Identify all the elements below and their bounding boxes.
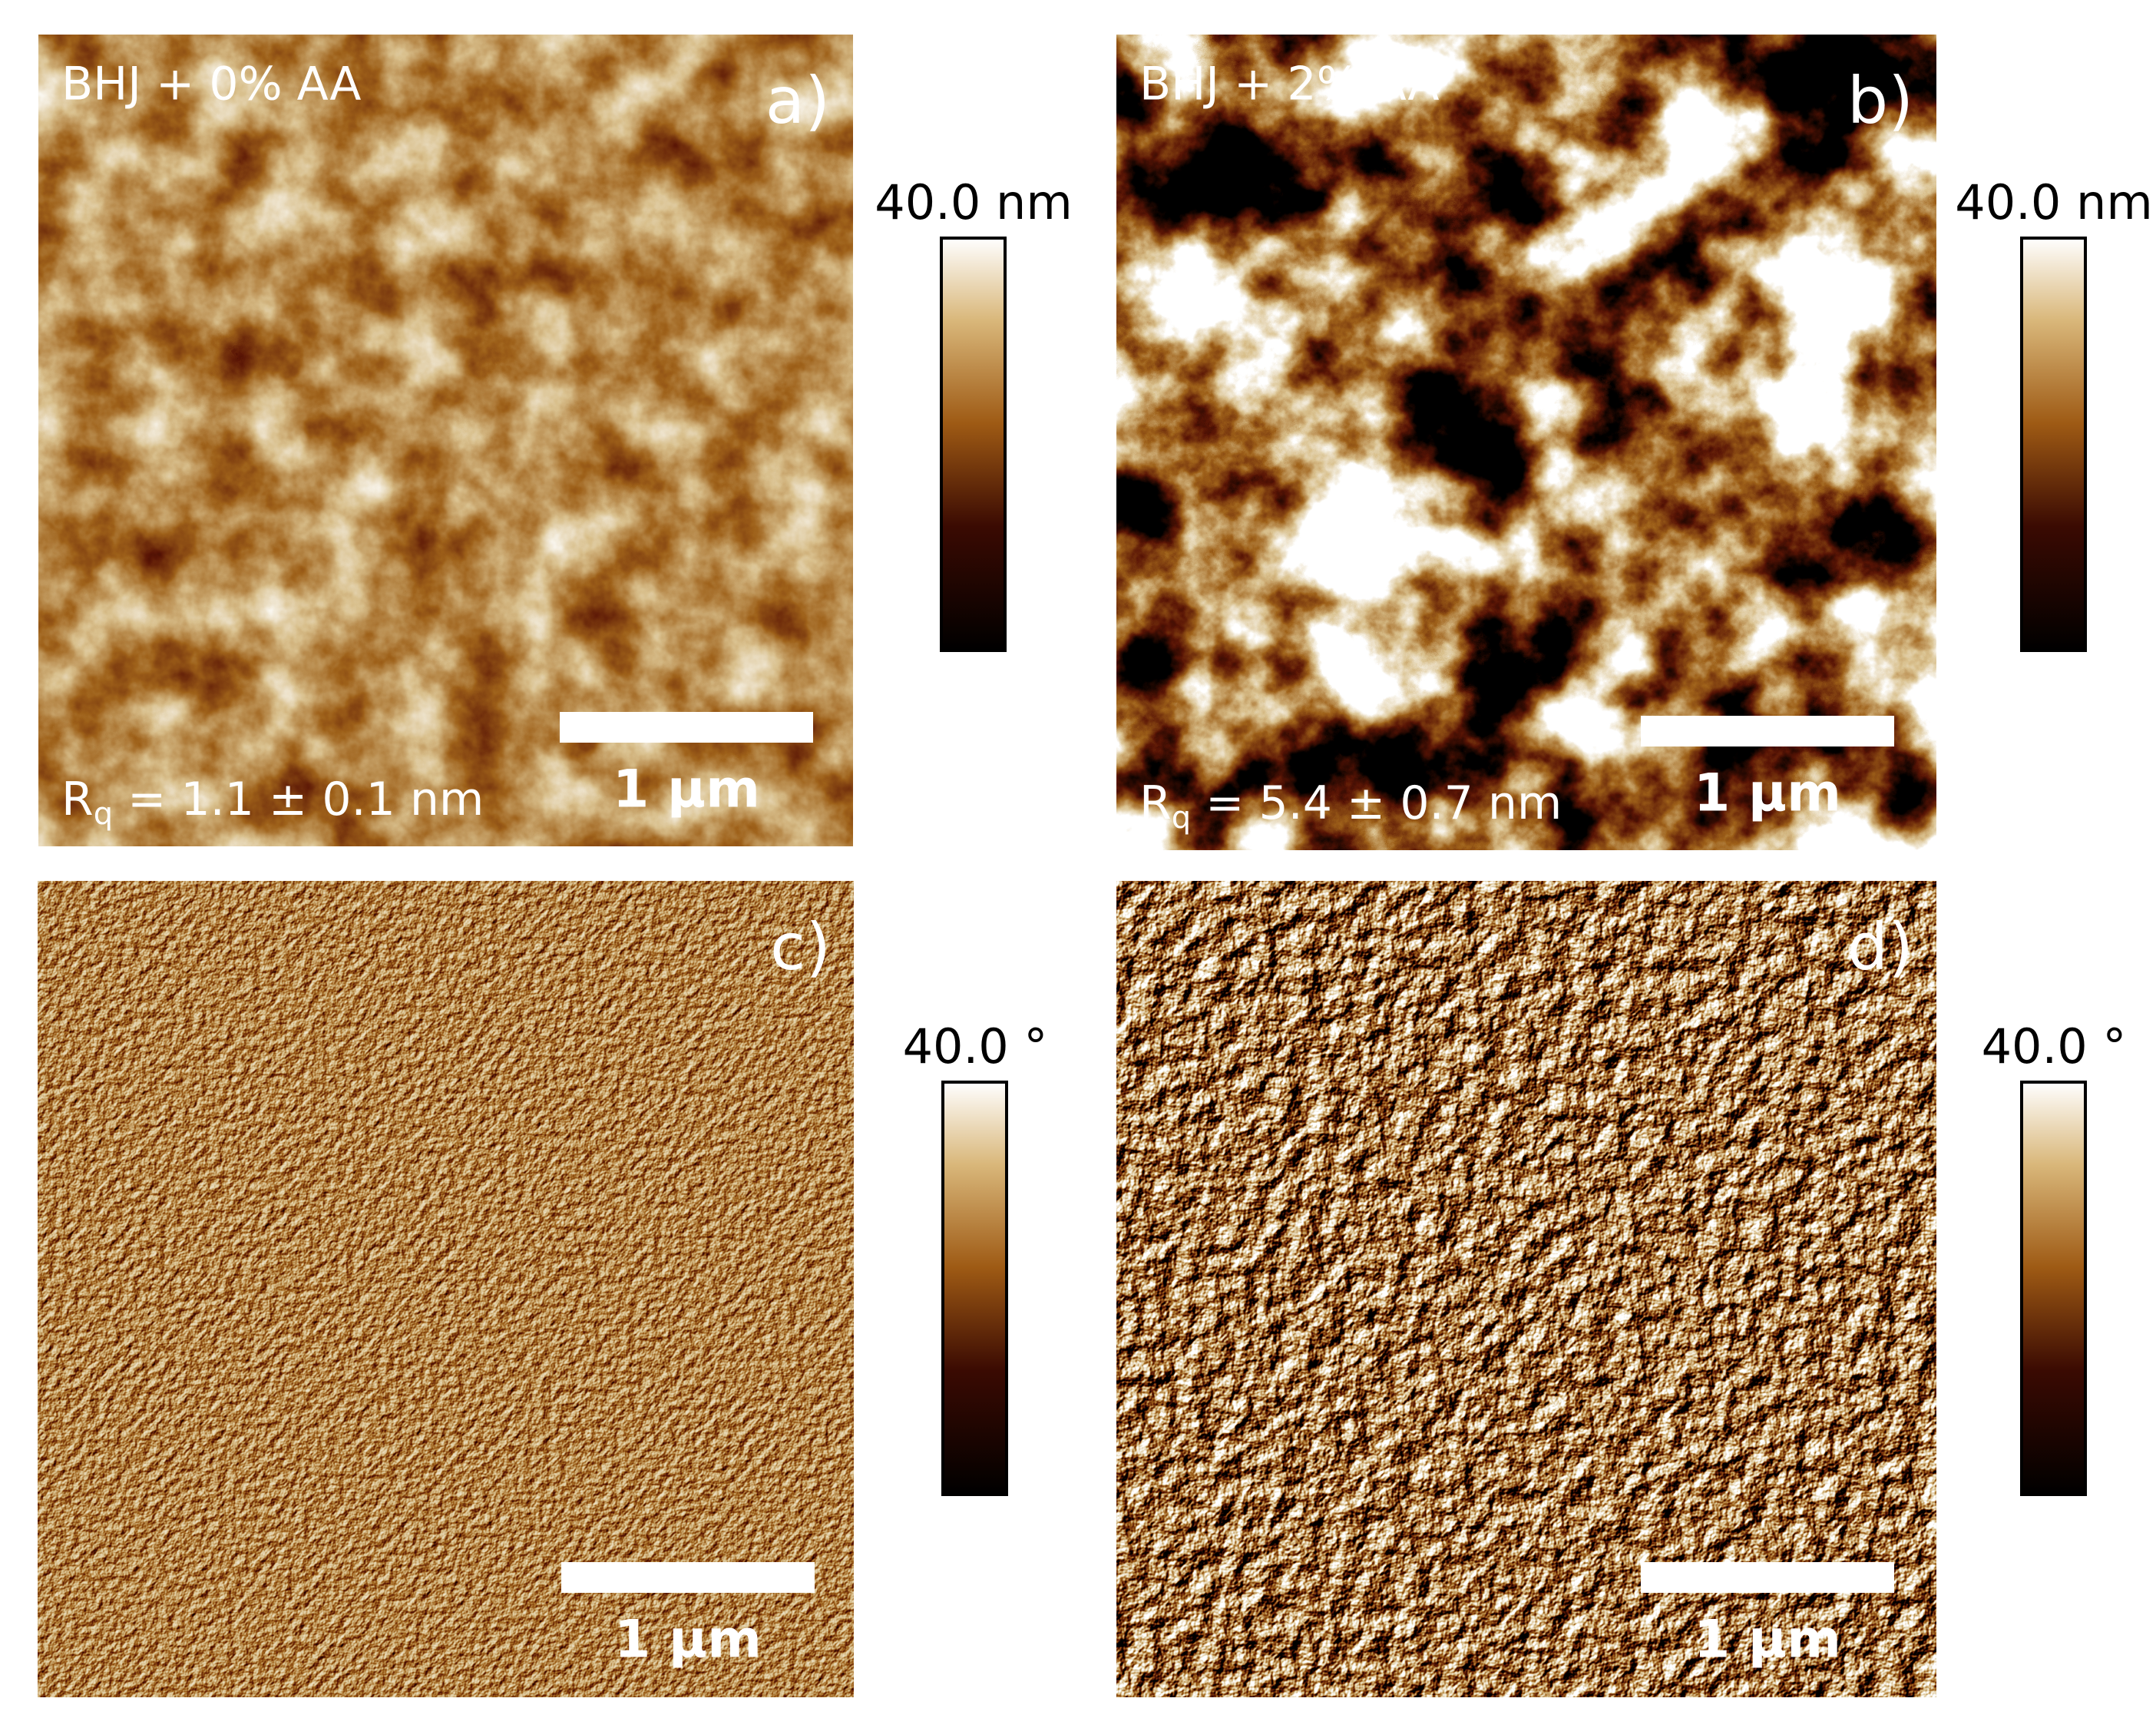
scale-bar-label: 1 µm bbox=[614, 1610, 762, 1670]
scale-bar bbox=[1641, 1562, 1894, 1593]
afm-image bbox=[38, 881, 854, 1697]
panel-label: d) bbox=[1847, 909, 1913, 985]
color-bar-max-label: 40.0 nm bbox=[875, 174, 1072, 230]
color-bar-max-label: 40.0 ° bbox=[1982, 1018, 2127, 1074]
roughness-label: Rq = 5.4 ± 0.7 nm bbox=[1139, 776, 1562, 836]
roughness-value: = 5.4 ± 0.7 nm bbox=[1191, 776, 1562, 830]
color-bar-max-label: 40.0 ° bbox=[903, 1018, 1048, 1074]
scale-bar-label: 1 µm bbox=[1694, 763, 1841, 824]
sample-label: BHJ + 2% AA bbox=[1139, 58, 1439, 111]
roughness-symbol: R bbox=[1139, 776, 1172, 830]
scale-bar-label: 1 µm bbox=[613, 760, 760, 820]
roughness-label: Rq = 1.1 ± 0.1 nm bbox=[61, 773, 484, 832]
roughness-subscript: q bbox=[1172, 800, 1191, 836]
panel-label: a) bbox=[766, 63, 830, 138]
panel-label: b) bbox=[1847, 63, 1913, 138]
afm-image bbox=[1116, 881, 1936, 1697]
scale-bar bbox=[561, 1562, 815, 1593]
color-bar bbox=[941, 1081, 1008, 1496]
scale-bar bbox=[560, 712, 813, 743]
sample-label: BHJ + 0% AA bbox=[61, 58, 361, 111]
color-bar bbox=[2020, 1081, 2087, 1496]
roughness-symbol: R bbox=[61, 773, 94, 826]
afm-image bbox=[38, 35, 853, 846]
roughness-subscript: q bbox=[94, 796, 113, 832]
color-bar bbox=[2020, 237, 2087, 652]
roughness-value: = 1.1 ± 0.1 nm bbox=[113, 773, 484, 826]
scale-bar-label: 1 µm bbox=[1694, 1610, 1841, 1670]
panel-label: c) bbox=[770, 909, 831, 985]
color-bar-max-label: 40.0 nm bbox=[1955, 174, 2152, 230]
afm-image bbox=[1116, 35, 1936, 850]
scale-bar bbox=[1641, 716, 1894, 746]
color-bar bbox=[940, 237, 1007, 652]
